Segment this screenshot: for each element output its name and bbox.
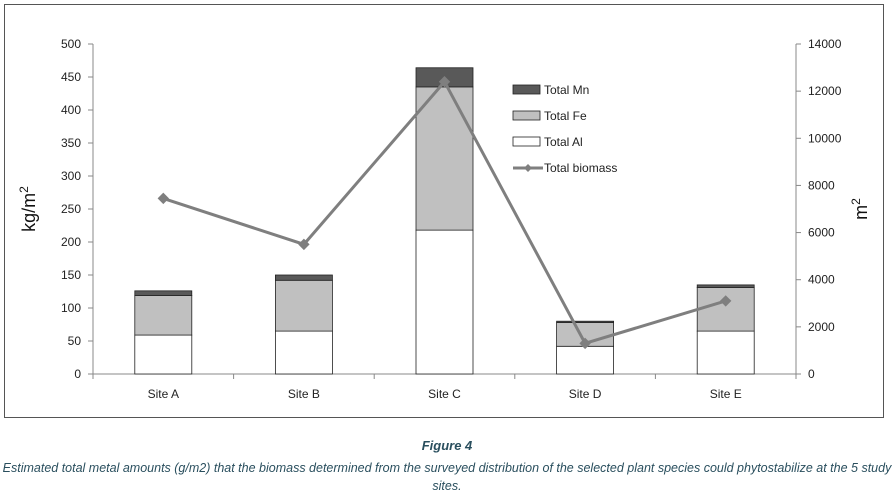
legend-swatch-marker — [524, 164, 532, 172]
left-y-tick-label: 500 — [61, 37, 81, 51]
figure-caption: Estimated total metal amounts (g/m2) tha… — [2, 461, 892, 493]
legend-label: Total Al — [544, 135, 583, 149]
x-tick-label: Site B — [288, 387, 320, 401]
legend-label: Total Mn — [544, 83, 589, 97]
left-y-tick-label: 100 — [61, 301, 81, 315]
bar-total-fe — [274, 279, 333, 332]
bar-total-mn — [274, 274, 333, 281]
right-y-tick-label: 0 — [808, 367, 815, 381]
left-y-tick-label: 50 — [68, 334, 82, 348]
legend-label: Total biomass — [544, 161, 617, 175]
right-y-tick-label: 14000 — [808, 37, 842, 51]
bar-total-al — [415, 229, 474, 375]
right-y-axis-title: m2 — [849, 198, 871, 220]
bar-total-mn — [134, 290, 193, 296]
bar-total-al — [556, 345, 614, 375]
point-total-biomass — [438, 76, 451, 88]
left-y-axis-title: kg/m2 — [17, 186, 39, 232]
bar-total-fe — [134, 295, 193, 336]
figure-title: Figure 4 — [421, 438, 473, 453]
bar-total-al — [274, 330, 333, 375]
point-total-biomass — [298, 238, 310, 251]
bar-total-al — [134, 334, 193, 375]
bar-total-fe — [696, 287, 755, 332]
left-y-tick-label: 250 — [61, 202, 81, 216]
x-tick-label: Site C — [428, 387, 461, 401]
right-y-tick-label: 4000 — [808, 273, 835, 287]
bar-total-mn — [696, 284, 755, 288]
point-total-biomass — [157, 192, 170, 205]
chart-svg: 0 50 100 150 200 250 300 350 400 450 500 0 2000 4000 6… — [17, 37, 871, 401]
left-y-tick-label: 400 — [61, 103, 81, 117]
left-y-tick-label: 150 — [61, 268, 81, 282]
left-y-tick-label: 450 — [61, 70, 81, 84]
bar-total-mn — [556, 320, 614, 323]
right-y-tick-label: 12000 — [808, 84, 842, 98]
legend-swatch — [512, 84, 541, 95]
legend-label: Total Fe — [544, 109, 587, 123]
left-y-tick-label: 200 — [61, 235, 81, 249]
right-y-tick-label: 6000 — [808, 226, 835, 240]
left-y-tick-label: 300 — [61, 169, 81, 183]
bar-total-al — [696, 330, 755, 375]
point-total-biomass — [719, 295, 732, 307]
legend-swatch — [512, 110, 541, 121]
x-tick-label: Site A — [148, 387, 179, 401]
x-tick-label: Site D — [569, 387, 602, 401]
left-y-tick-label: 350 — [61, 136, 81, 150]
point-total-biomass — [579, 337, 591, 350]
right-y-tick-label: 2000 — [808, 320, 835, 334]
x-tick-label: Site E — [710, 387, 742, 401]
right-y-tick-label: 8000 — [808, 178, 835, 192]
bar-total-fe — [415, 86, 474, 231]
right-y-tick-label: 10000 — [808, 131, 842, 145]
chart-frame: 0 50 100 150 200 250 300 350 400 450 500 0 2000 4000 6… — [4, 4, 884, 418]
legend-swatch — [512, 136, 541, 147]
left-y-tick-label: 0 — [74, 367, 81, 381]
